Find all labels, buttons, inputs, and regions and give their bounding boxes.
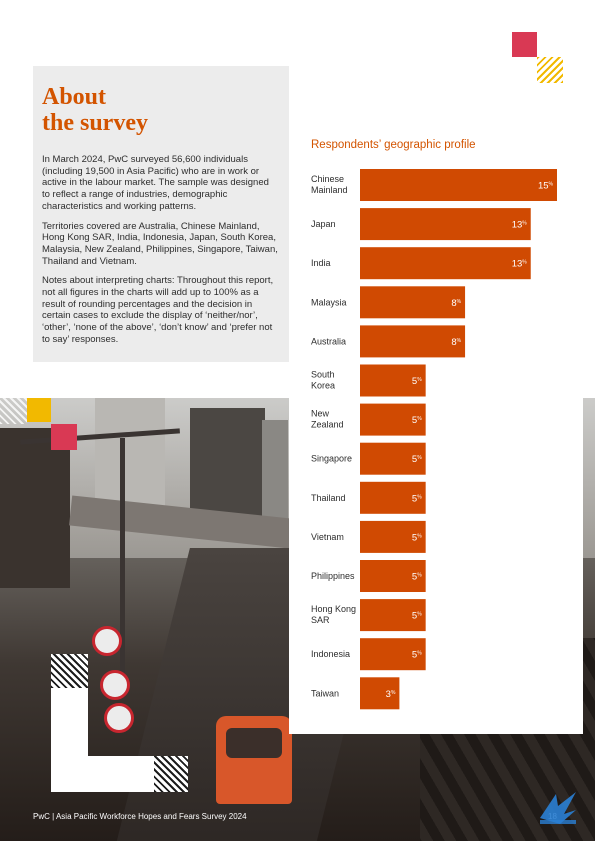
category-label-9: Vietnam	[311, 532, 344, 542]
category-label-0: Chinese Mainland	[311, 174, 348, 195]
category-label-8: Thailand	[311, 493, 346, 503]
value-label-1: 13%	[512, 220, 528, 231]
value-label-12: 5%	[412, 650, 422, 661]
bar-11	[360, 599, 426, 632]
about-body: In March 2024, PwC surveyed 56,600 indiv…	[42, 154, 279, 346]
category-label-13: Taiwan	[311, 688, 339, 698]
about-paragraph-survey: In March 2024, PwC surveyed 56,600 indiv…	[42, 154, 269, 212]
category-label-5: South Korea	[311, 370, 335, 391]
bar-13	[360, 677, 400, 710]
chart-title: Respondents’ geographic profile	[311, 139, 476, 151]
bar-0	[360, 169, 557, 201]
category-label-1: Japan	[311, 219, 336, 229]
bar-7	[360, 442, 426, 475]
category-label-2: India	[311, 258, 331, 268]
about-title-line1: About	[42, 84, 107, 110]
bar-6	[360, 403, 426, 436]
footer-text: PwC | Asia Pacific Workforce Hopes and F…	[33, 812, 247, 821]
value-label-7: 5%	[412, 454, 422, 465]
value-label-5: 5%	[412, 376, 422, 387]
about-paragraph-territories: Territories covered are Australia, Chine…	[42, 220, 278, 267]
value-label-9: 5%	[412, 532, 422, 543]
bar-10	[360, 560, 426, 592]
about-paragraph-notes: Notes about interpreting charts: Through…	[42, 275, 274, 345]
category-label-4: Australia	[311, 336, 346, 346]
decorative-red-square	[512, 32, 537, 57]
bar-3	[360, 286, 466, 319]
value-label-10: 5%	[412, 572, 422, 583]
watermark-logo	[540, 792, 576, 824]
about-title: About the survey	[42, 84, 279, 136]
bar-1	[360, 208, 531, 241]
value-label-8: 5%	[412, 493, 422, 504]
value-label-0: 15%	[538, 181, 554, 192]
value-label-13: 3%	[386, 689, 396, 700]
decorative-white-hatch	[0, 398, 27, 424]
value-label-3: 8%	[451, 298, 461, 309]
value-label-11: 5%	[412, 611, 422, 622]
decorative-yellow-square	[27, 398, 51, 422]
category-label-10: Philippines	[311, 571, 355, 581]
decorative-black-hatch	[51, 654, 88, 688]
decorative-white-l-shape-base	[51, 756, 154, 792]
category-label-6: New Zealand	[311, 409, 344, 430]
decorative-yellow-hatch	[537, 57, 563, 83]
category-label-7: Singapore	[311, 454, 352, 464]
about-title-line2: the survey	[42, 110, 148, 136]
value-label-2: 13%	[512, 259, 528, 270]
bar-8	[360, 481, 426, 514]
geographic-profile-chart: Chinese Mainland 15% Japan 13% India 13% Malays…	[311, 169, 557, 710]
bar-5	[360, 364, 426, 397]
bar-4	[360, 325, 466, 358]
decorative-red-square-left	[51, 424, 77, 450]
bar-9	[360, 520, 426, 553]
category-label-12: Indonesia	[311, 649, 350, 659]
value-label-4: 8%	[451, 337, 461, 348]
decorative-black-hatch-right	[154, 756, 188, 792]
bar-2	[360, 247, 531, 280]
category-label-3: Malaysia	[311, 297, 347, 307]
bar-12	[360, 638, 426, 671]
about-survey-panel: About the survey In March 2024, PwC surv…	[33, 66, 289, 362]
category-label-11: Hong Kong SAR	[311, 604, 356, 625]
geographic-profile-chart-card: Respondents’ geographic profile Chinese M…	[289, 130, 583, 734]
value-label-6: 5%	[412, 415, 422, 426]
